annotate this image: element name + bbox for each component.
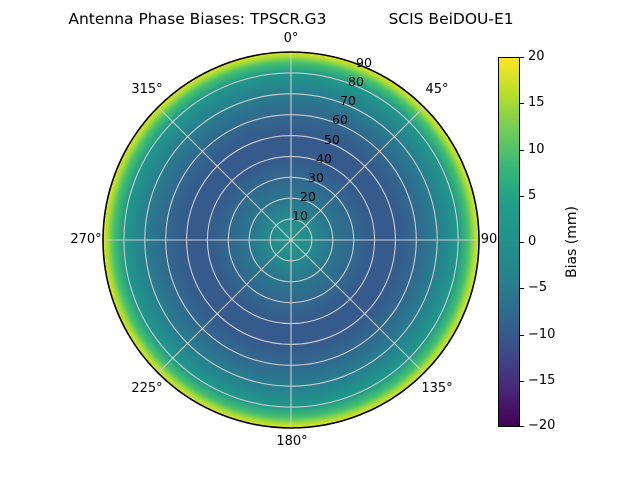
r-label-40: 40 xyxy=(316,151,332,166)
cb-label-5: 5 xyxy=(528,187,537,203)
cb-label-m15: −15 xyxy=(528,372,556,388)
r-label-60: 60 xyxy=(332,112,348,127)
theta-label-90: 90 xyxy=(480,232,498,247)
colorbar-tick xyxy=(520,242,524,244)
theta-label-315: 315° xyxy=(131,82,163,97)
r-label-90: 90 xyxy=(356,55,372,70)
polar-outer-edge xyxy=(102,51,480,429)
cb-label-m5: −5 xyxy=(528,280,548,296)
angular-gridlines xyxy=(103,52,479,428)
colorbar-axis-label: Bias (mm) xyxy=(564,205,580,279)
colorbar xyxy=(498,57,520,427)
theta-label-45: 45° xyxy=(425,82,449,97)
theta-label-135: 135° xyxy=(421,381,453,396)
r-label-20: 20 xyxy=(300,189,316,204)
colorbar-tick xyxy=(520,57,524,59)
colorbar-tick xyxy=(520,380,524,382)
theta-label-225: 225° xyxy=(131,381,163,396)
r-label-30: 30 xyxy=(308,170,324,185)
cb-label-15: 15 xyxy=(528,95,545,111)
cb-label-20: 20 xyxy=(528,49,545,64)
cb-label-0: 0 xyxy=(528,234,537,249)
theta-label-0: 0° xyxy=(283,31,299,46)
figure-title: Antenna Phase Biases: TPSCR.G3 SCIS BeiD… xyxy=(68,10,513,29)
cb-label-10: 10 xyxy=(528,141,545,157)
theta-label-270: 270° xyxy=(70,232,102,247)
colorbar-tick xyxy=(520,334,524,336)
colorbar-tick xyxy=(520,426,524,428)
r-label-50: 50 xyxy=(324,132,340,147)
colorbar-tick xyxy=(520,195,524,197)
r-label-10: 10 xyxy=(292,208,308,223)
colorbar-tick xyxy=(520,288,524,290)
colorbar-tick xyxy=(520,103,524,105)
r-label-70: 70 xyxy=(340,93,356,108)
figure-title-right: SCIS BeiDOU-E1 xyxy=(388,10,514,28)
r-label-80: 80 xyxy=(348,74,364,89)
cb-label-m10: −10 xyxy=(528,326,556,342)
cb-label-m20: −20 xyxy=(528,418,556,433)
colorbar-tick xyxy=(520,149,524,151)
figure-title-left: Antenna Phase Biases: TPSCR.G3 xyxy=(68,10,327,28)
theta-label-180: 180° xyxy=(276,434,308,449)
